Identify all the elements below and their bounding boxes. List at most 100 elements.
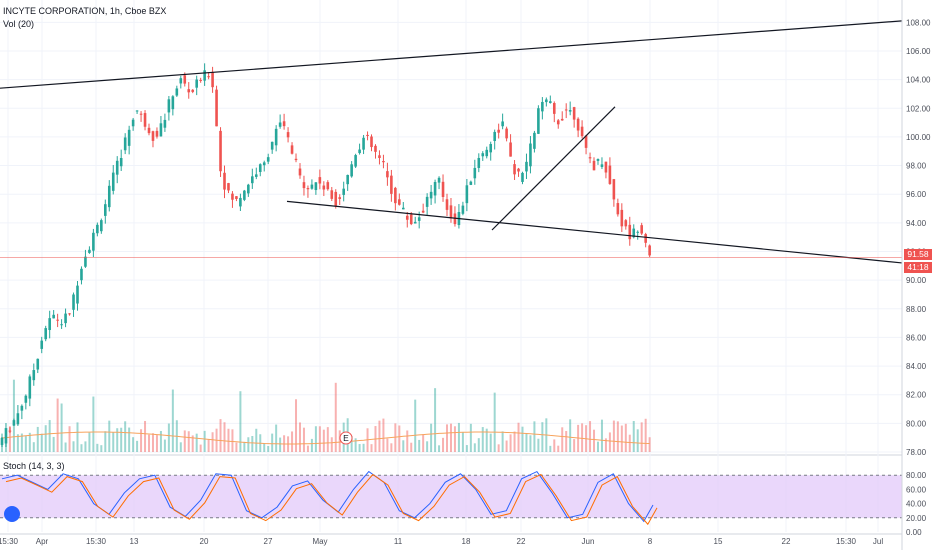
candle-body bbox=[36, 358, 40, 370]
volume-bar bbox=[469, 423, 472, 452]
candle-body bbox=[235, 196, 238, 199]
candle-body bbox=[298, 168, 302, 176]
candle-body bbox=[314, 182, 318, 191]
candle-body bbox=[513, 164, 516, 175]
candle-body bbox=[493, 131, 496, 142]
volume-bar bbox=[96, 443, 99, 452]
volume-bar bbox=[541, 422, 544, 452]
price-badge: 91.58 bbox=[904, 249, 932, 260]
candle-body bbox=[72, 294, 75, 310]
x-tick-label: 15:30 bbox=[86, 537, 107, 546]
volume-bar bbox=[60, 403, 63, 452]
volume-bar bbox=[326, 427, 329, 452]
volume-bar bbox=[199, 444, 202, 452]
candle-body bbox=[274, 128, 278, 146]
candle-body bbox=[123, 137, 127, 151]
candle-body bbox=[549, 101, 552, 103]
volume-bar bbox=[529, 435, 532, 452]
volume-bar bbox=[525, 433, 528, 452]
candle-body bbox=[636, 231, 640, 233]
candle-body bbox=[485, 149, 489, 157]
candle-body bbox=[163, 119, 167, 128]
volume-bar bbox=[553, 439, 556, 452]
candle-body bbox=[421, 210, 425, 213]
grid bbox=[0, 0, 902, 532]
trend-line bbox=[286, 200, 903, 264]
volume-bar bbox=[402, 440, 405, 452]
volume-bar bbox=[144, 420, 147, 452]
volume-bar bbox=[108, 420, 111, 452]
candle-body bbox=[24, 395, 28, 403]
candle-body bbox=[191, 89, 195, 92]
y-tick-label: 82.00 bbox=[906, 391, 927, 400]
candle-body bbox=[497, 129, 500, 133]
candle-body bbox=[409, 214, 413, 225]
volume-bar bbox=[298, 422, 301, 452]
volume-bar bbox=[418, 439, 421, 452]
volume-bar bbox=[338, 430, 341, 452]
symbol-title[interactable]: INCYTE CORPORATION, 1h, Cboe BZX bbox=[3, 6, 167, 16]
volume-bar bbox=[426, 441, 429, 452]
candle-body bbox=[278, 122, 282, 127]
candle-body bbox=[159, 123, 163, 137]
candle-body bbox=[568, 110, 572, 112]
volume-bar bbox=[533, 421, 536, 452]
candle-body bbox=[227, 183, 230, 191]
candle-body bbox=[32, 370, 36, 381]
candle-body bbox=[346, 174, 349, 185]
candle-body bbox=[111, 172, 115, 191]
candle-body bbox=[254, 174, 258, 177]
volume-bar bbox=[187, 431, 190, 452]
price-axis[interactable]: 78.0080.0082.0084.0086.0088.0090.0092.00… bbox=[901, 0, 931, 550]
candle-body bbox=[266, 157, 270, 162]
time-axis[interactable]: 15:30 Apr 15:30 13 20 27 May 11 18 22 Jun 8 15 22 15:3… bbox=[0, 533, 902, 546]
volume-bar bbox=[362, 443, 365, 452]
stoch-pane bbox=[0, 470, 902, 526]
stoch-y-tick-label: 20.00 bbox=[906, 514, 927, 523]
candle-body bbox=[505, 128, 508, 139]
volume-bar bbox=[442, 437, 445, 452]
volume-bar bbox=[561, 427, 564, 452]
candle-body bbox=[131, 119, 135, 127]
volume-bar bbox=[501, 431, 504, 452]
volume-bar bbox=[573, 439, 576, 452]
volume-bar bbox=[386, 438, 389, 452]
candle-body bbox=[608, 165, 612, 184]
volume-bar bbox=[44, 425, 47, 452]
logo-icon[interactable] bbox=[4, 506, 20, 522]
candle-body bbox=[262, 162, 266, 166]
candle-body bbox=[390, 175, 393, 194]
volume-bar bbox=[414, 399, 417, 452]
candle-body bbox=[342, 188, 345, 195]
volume-bar bbox=[620, 425, 623, 452]
y-tick-label: 80.00 bbox=[906, 419, 927, 428]
candle-body bbox=[529, 143, 532, 167]
event-marker[interactable]: E bbox=[339, 431, 353, 445]
volume-bar bbox=[132, 437, 135, 452]
volume-bar bbox=[521, 426, 524, 452]
stoch-legend[interactable]: Stoch (14, 3, 3) bbox=[3, 461, 65, 471]
volume-bar bbox=[155, 435, 158, 452]
candle-body bbox=[632, 228, 636, 238]
y-tick-label: 96.00 bbox=[906, 190, 927, 199]
candle-body bbox=[215, 89, 218, 127]
volume-bar bbox=[124, 421, 127, 452]
candle-body bbox=[576, 118, 580, 131]
volume-bar bbox=[477, 438, 480, 452]
volume-bar bbox=[314, 426, 317, 452]
candle-body bbox=[552, 103, 556, 114]
candle-body bbox=[461, 205, 465, 214]
volume-bar bbox=[68, 426, 71, 452]
volume-bar bbox=[263, 443, 266, 452]
volume-bar bbox=[640, 422, 643, 452]
volume-legend[interactable]: Vol (20) bbox=[3, 19, 35, 29]
x-tick-label: Jul bbox=[873, 537, 883, 546]
candle-body bbox=[465, 185, 469, 204]
candle-body bbox=[290, 145, 294, 154]
volume-bar bbox=[191, 435, 194, 452]
candle-body bbox=[644, 234, 647, 243]
candle-body bbox=[449, 205, 453, 219]
volume-bar bbox=[350, 435, 353, 452]
volume-bar bbox=[354, 438, 357, 452]
